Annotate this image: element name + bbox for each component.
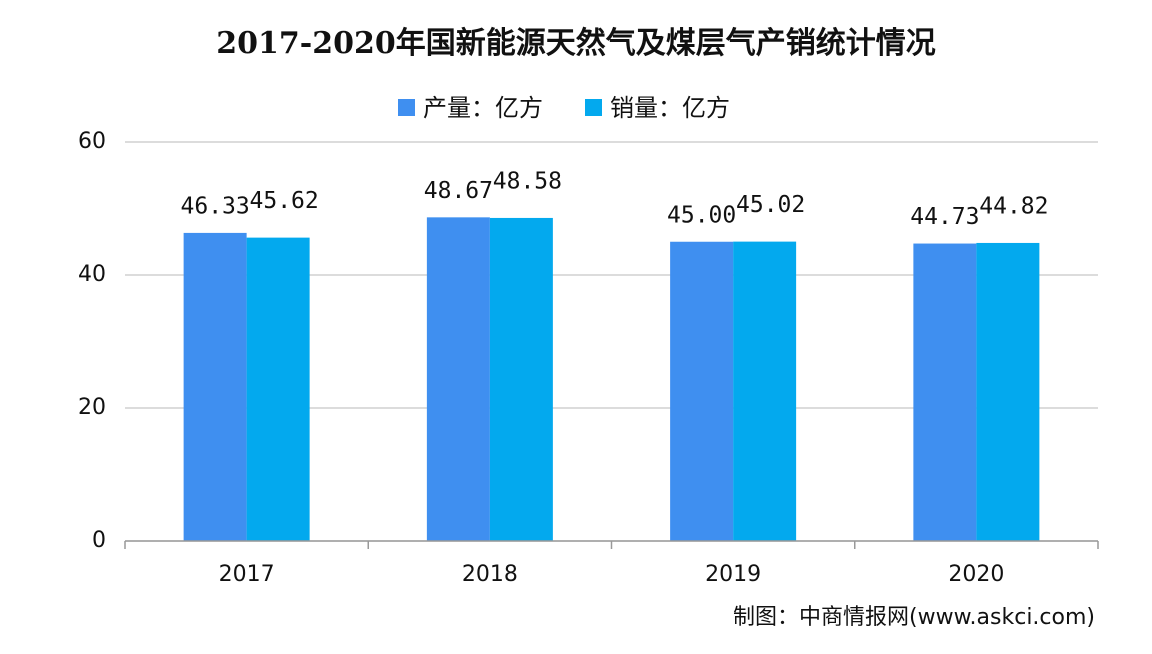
- legend-label: 产量：亿方: [423, 94, 543, 122]
- bar: [913, 243, 977, 541]
- y-tick-label: 20: [78, 395, 106, 420]
- value-label: 44.73: [910, 204, 979, 230]
- y-tick-label: 40: [78, 262, 106, 287]
- y-tick-label: 0: [92, 528, 106, 553]
- bar: [733, 241, 797, 541]
- x-tick-label: 2019: [705, 562, 761, 587]
- value-label: 48.67: [424, 178, 493, 204]
- bar: [489, 217, 553, 541]
- chart-title: 2017-2020年国新能源天然气及煤层气产销统计情况: [216, 26, 935, 61]
- value-label: 46.33: [181, 193, 250, 219]
- value-label: 45.62: [250, 188, 319, 214]
- x-tick-label: 2018: [462, 562, 518, 587]
- source: 制图：中商情报网(www.askci.com): [733, 605, 1095, 630]
- x-tick-label: 2017: [219, 562, 275, 587]
- value-label: 44.82: [979, 193, 1048, 219]
- y-tick-label: 60: [78, 129, 106, 154]
- legend-swatch: [585, 99, 602, 116]
- legend-swatch: [398, 99, 415, 116]
- legend-label: 销量：亿方: [610, 94, 730, 122]
- value-label: 45.00: [667, 202, 736, 228]
- value-label: 48.58: [493, 168, 562, 194]
- bar: [670, 241, 734, 541]
- bar: [183, 232, 247, 541]
- value-label: 45.02: [736, 192, 805, 218]
- x-tick-label: 2020: [948, 562, 1004, 587]
- bar: [976, 242, 1040, 541]
- bar: [426, 217, 490, 542]
- bar: [246, 237, 310, 541]
